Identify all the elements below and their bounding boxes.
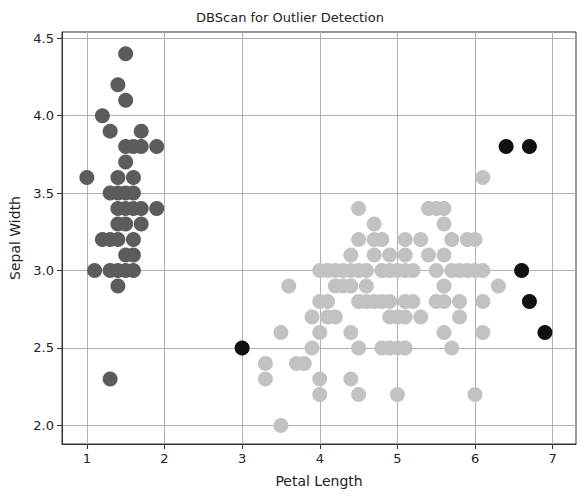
- svg-text:3.5: 3.5: [33, 186, 54, 201]
- svg-text:Petal Length: Petal Length: [275, 473, 362, 489]
- svg-text:5: 5: [393, 451, 401, 466]
- svg-text:4.5: 4.5: [33, 31, 54, 46]
- svg-text:2.5: 2.5: [33, 340, 54, 355]
- svg-text:2: 2: [160, 451, 168, 466]
- svg-text:DBScan for Outlier Detection: DBScan for Outlier Detection: [196, 10, 384, 25]
- svg-text:4: 4: [316, 451, 324, 466]
- svg-text:1: 1: [83, 451, 91, 466]
- svg-text:2.0: 2.0: [33, 418, 54, 433]
- svg-text:3: 3: [238, 451, 246, 466]
- svg-text:3.0: 3.0: [33, 263, 54, 278]
- svg-text:Sepal Width: Sepal Width: [7, 196, 23, 280]
- svg-text:4.0: 4.0: [33, 108, 54, 123]
- svg-text:6: 6: [471, 451, 479, 466]
- svg-text:7: 7: [549, 451, 557, 466]
